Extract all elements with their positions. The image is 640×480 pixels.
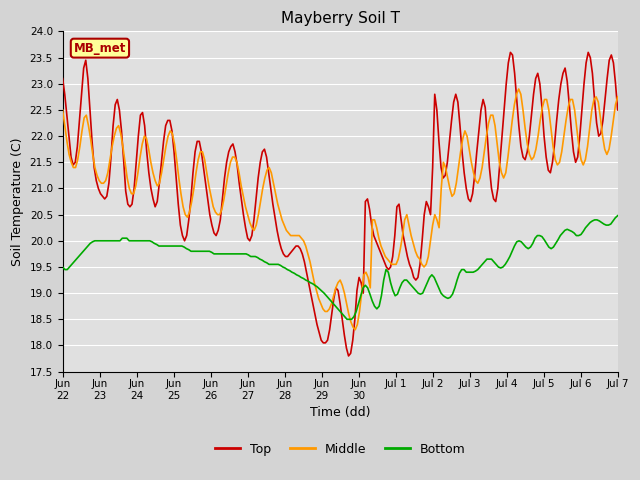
Legend: Top, Middle, Bottom: Top, Middle, Bottom — [210, 438, 470, 461]
Y-axis label: Soil Temperature (C): Soil Temperature (C) — [11, 137, 24, 266]
X-axis label: Time (dd): Time (dd) — [310, 407, 371, 420]
Text: MB_met: MB_met — [74, 42, 126, 55]
Title: Mayberry Soil T: Mayberry Soil T — [280, 11, 399, 26]
